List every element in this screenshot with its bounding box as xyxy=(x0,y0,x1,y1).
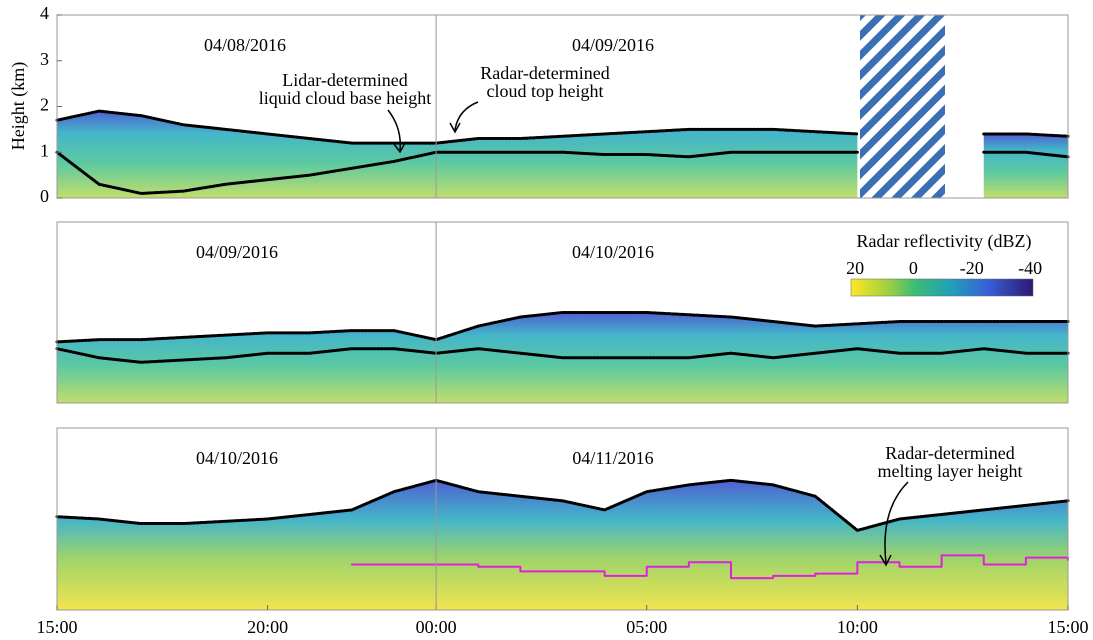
annotation: Radar-determined xyxy=(480,63,610,83)
height-line xyxy=(55,347,1070,364)
x-tick-label: 00:00 xyxy=(416,617,457,637)
annotation: cloud top height xyxy=(487,81,604,101)
y-tick-label: 1 xyxy=(40,140,49,160)
date-label: 04/11/2016 xyxy=(572,448,653,468)
x-tick-label: 20:00 xyxy=(247,617,288,637)
height-line xyxy=(55,109,859,145)
panel-frame xyxy=(56,221,1069,404)
height-line xyxy=(350,554,1069,580)
arrow-head xyxy=(879,554,892,567)
arrow-head xyxy=(393,142,406,154)
y-tick-label: 3 xyxy=(40,49,49,69)
annotation: liquid cloud base height xyxy=(259,88,431,108)
colorbar-tick-label: -40 xyxy=(1018,258,1042,278)
height-line xyxy=(982,150,1070,159)
annotation: Radar-determined xyxy=(885,443,1015,463)
colorbar-label: Radar reflectivity (dBZ) xyxy=(857,231,1032,252)
reflectivity-area xyxy=(57,111,858,198)
y-axis-label: Height (km) xyxy=(8,62,29,150)
colorbar xyxy=(850,278,1034,297)
y-tick-label: 2 xyxy=(40,95,49,115)
date-label: 04/10/2016 xyxy=(196,448,278,468)
height-line xyxy=(55,311,1070,344)
annotation: melting layer height xyxy=(878,461,1023,481)
height-line xyxy=(55,478,1070,532)
annotation-arrow xyxy=(884,481,909,564)
x-tick-label: 15:00 xyxy=(36,617,77,637)
date-label: 04/09/2016 xyxy=(572,35,654,55)
height-line xyxy=(55,150,859,195)
date-label: 04/10/2016 xyxy=(572,242,654,262)
x-tick-label: 15:00 xyxy=(1047,617,1088,637)
date-label: 04/09/2016 xyxy=(196,242,278,262)
y-tick-label: 4 xyxy=(40,3,49,23)
missing-data xyxy=(860,15,945,198)
date-label: 04/08/2016 xyxy=(204,35,286,55)
reflectivity-area xyxy=(57,480,1068,610)
panel-frame xyxy=(56,427,1069,611)
reflectivity-area xyxy=(983,133,1068,198)
colorbar-tick-label: -20 xyxy=(960,258,984,278)
colorbar-tick-label: 20 xyxy=(846,258,864,278)
x-tick-label: 10:00 xyxy=(837,617,878,637)
height-line xyxy=(982,132,1070,138)
annotation-arrow xyxy=(387,109,401,151)
colorbar-tick-label: 0 xyxy=(909,258,918,278)
arrow-head xyxy=(449,122,461,134)
x-tick-label: 05:00 xyxy=(626,617,667,637)
annotation: Lidar-determined xyxy=(282,70,408,90)
annotation-arrow xyxy=(454,101,479,131)
lines xyxy=(55,109,1070,580)
y-tick-label: 0 xyxy=(40,186,49,206)
